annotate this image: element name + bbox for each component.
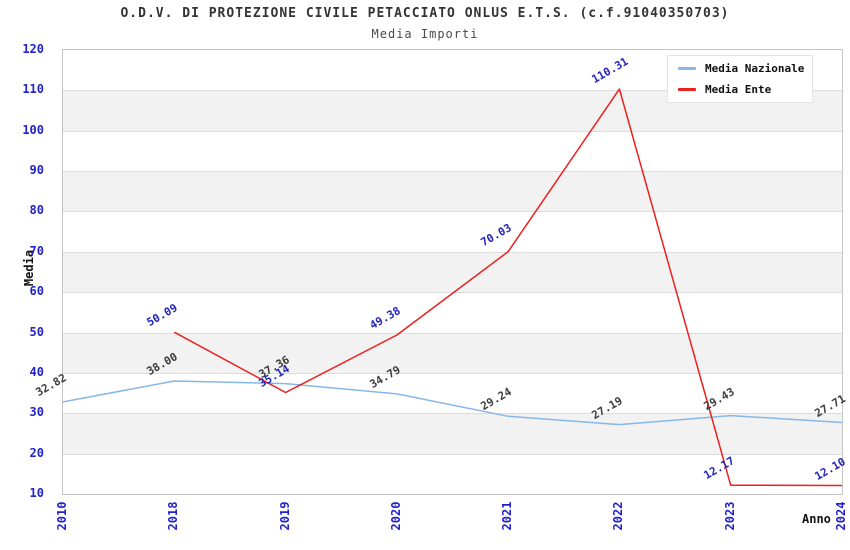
gridline — [63, 373, 842, 374]
y-tick-label: 70 — [29, 243, 44, 258]
legend-label-ente: Media Ente — [705, 83, 772, 96]
x-tick-label: 2010 — [55, 501, 69, 531]
plot-band — [63, 211, 842, 252]
plot-band — [63, 292, 842, 333]
x-tick-label: 2020 — [388, 501, 403, 531]
y-tick-label: 100 — [22, 122, 44, 137]
legend-item-media-ente: Media Ente — [678, 79, 802, 100]
y-tick-label: 50 — [29, 324, 44, 339]
series-lines — [63, 88, 842, 487]
plot-band — [63, 130, 842, 172]
y-tick-label: 90 — [29, 163, 44, 178]
gridline — [63, 252, 842, 253]
plot-area: 32.82 38.00 37.36 34.79 29.24 27.19 29.43 27.71… — [34, 49, 848, 495]
y-tick-label: 40 — [29, 364, 44, 379]
y-tick-label: 30 — [29, 405, 44, 420]
legend-item-media-nazionale: Media Nazionale — [678, 58, 805, 79]
x-tick-label: 2018 — [166, 501, 181, 531]
y-tick-label: 120 — [22, 42, 44, 56]
x-tick-label: 2019 — [277, 501, 292, 531]
legend-line-swatch-ente — [678, 88, 696, 91]
legend-label-nazionale: Media Nazionale — [705, 62, 805, 75]
y-tick-label: 20 — [29, 445, 44, 460]
gridline — [63, 131, 842, 132]
gridline — [63, 413, 842, 414]
chart-subtitle: Media Importi — [371, 27, 479, 41]
gridline — [63, 333, 842, 334]
gridline — [63, 90, 842, 91]
y-tick-label: 60 — [29, 284, 44, 299]
gridline — [63, 211, 842, 212]
plot-band — [63, 453, 842, 494]
plot-band — [63, 251, 842, 293]
gridline — [63, 454, 842, 455]
x-tick-label: 2022 — [611, 501, 626, 531]
plot-band — [63, 372, 842, 414]
x-tick-label: 2024 — [834, 501, 848, 531]
gridline — [63, 171, 842, 172]
y-tick-label: 80 — [29, 203, 44, 218]
plot-band — [63, 171, 842, 212]
legend: Media Nazionale Media Ente — [667, 55, 813, 103]
y-tick-label: 10 — [29, 486, 44, 500]
chart-title: O.D.V. DI PROTEZIONE CIVILE PETACCIATO O… — [120, 6, 730, 21]
x-tick-label: 2023 — [722, 501, 737, 531]
series-line — [173, 88, 842, 487]
plot-band — [63, 332, 842, 373]
legend-line-swatch-nazionale — [678, 67, 696, 70]
x-axis-title: Anno — [802, 512, 831, 526]
x-tick-label: 2021 — [500, 501, 515, 531]
y-tick-label: 110 — [22, 82, 44, 97]
